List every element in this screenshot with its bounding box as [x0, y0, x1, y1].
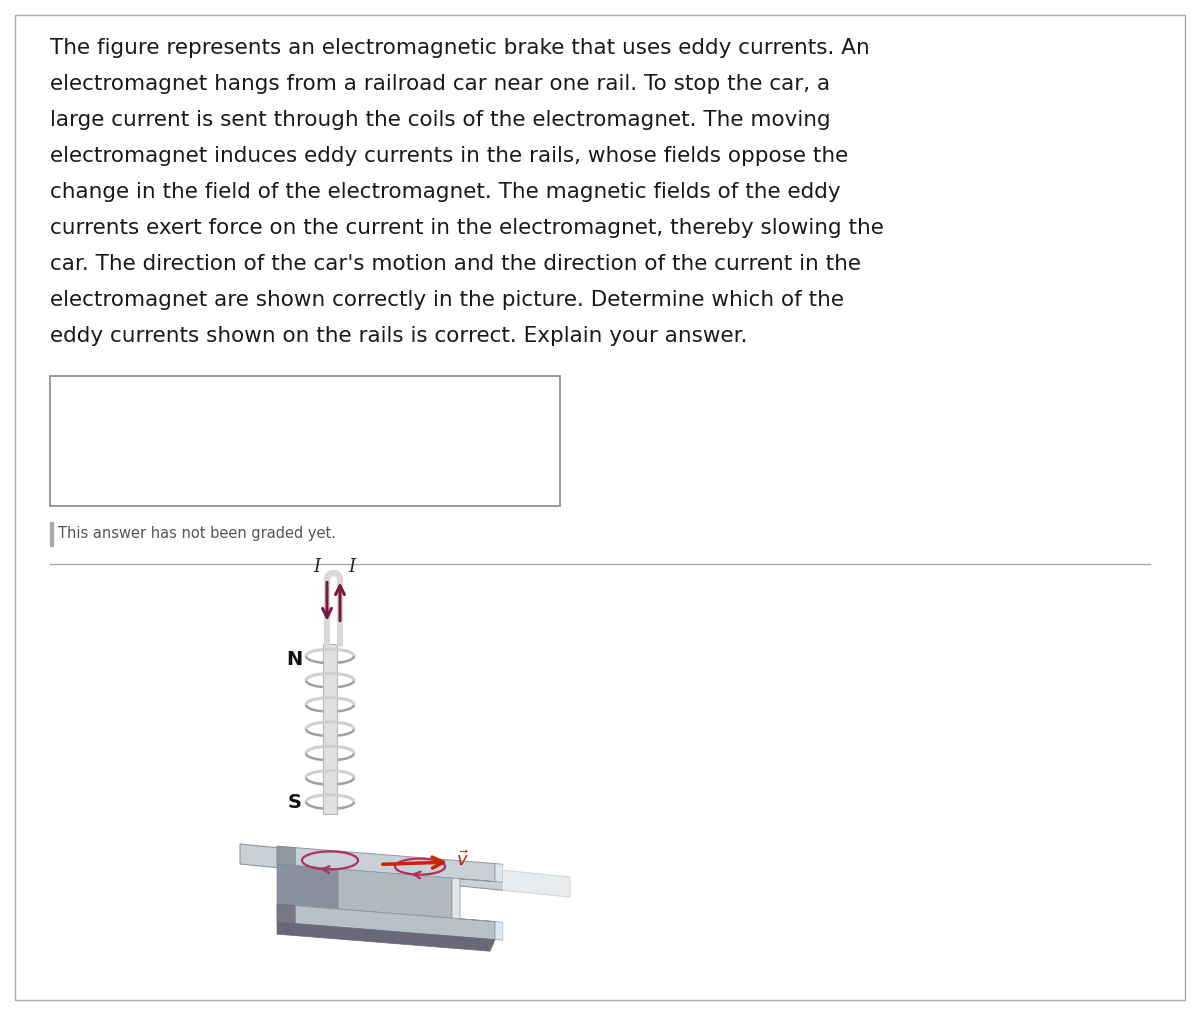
Text: I: I — [313, 558, 320, 575]
Text: large current is sent through the coils of the electromagnet. The moving: large current is sent through the coils … — [50, 110, 830, 130]
Text: currents exert force on the current in the electromagnet, thereby slowing the: currents exert force on the current in t… — [50, 218, 884, 238]
Text: electromagnet are shown correctly in the picture. Determine which of the: electromagnet are shown correctly in the… — [50, 290, 844, 310]
Text: $\vec{v}$: $\vec{v}$ — [456, 850, 469, 870]
Polygon shape — [338, 869, 452, 918]
Polygon shape — [277, 846, 295, 866]
Text: I: I — [348, 558, 355, 575]
Polygon shape — [452, 864, 503, 940]
Bar — [50, 522, 53, 546]
Text: car. The direction of the car's motion and the direction of the current in the: car. The direction of the car's motion a… — [50, 254, 862, 274]
Polygon shape — [295, 905, 496, 940]
Polygon shape — [277, 923, 496, 951]
Polygon shape — [240, 844, 570, 897]
Polygon shape — [277, 865, 338, 909]
Polygon shape — [277, 904, 295, 924]
Bar — [50, 376, 560, 506]
Bar — [323, 644, 337, 814]
Text: S: S — [288, 793, 302, 812]
Text: The figure represents an electromagnetic brake that uses eddy currents. An: The figure represents an electromagnetic… — [50, 38, 870, 58]
Text: electromagnet induces eddy currents in the rails, whose fields oppose the: electromagnet induces eddy currents in t… — [50, 146, 848, 166]
Text: This answer has not been graded yet.: This answer has not been graded yet. — [58, 526, 336, 541]
Text: electromagnet hangs from a railroad car near one rail. To stop the car, a: electromagnet hangs from a railroad car … — [50, 74, 830, 94]
Text: change in the field of the electromagnet. The magnetic fields of the eddy: change in the field of the electromagnet… — [50, 182, 841, 202]
Text: N: N — [286, 650, 302, 669]
Text: eddy currents shown on the rails is correct. Explain your answer.: eddy currents shown on the rails is corr… — [50, 326, 748, 346]
Polygon shape — [295, 847, 496, 882]
